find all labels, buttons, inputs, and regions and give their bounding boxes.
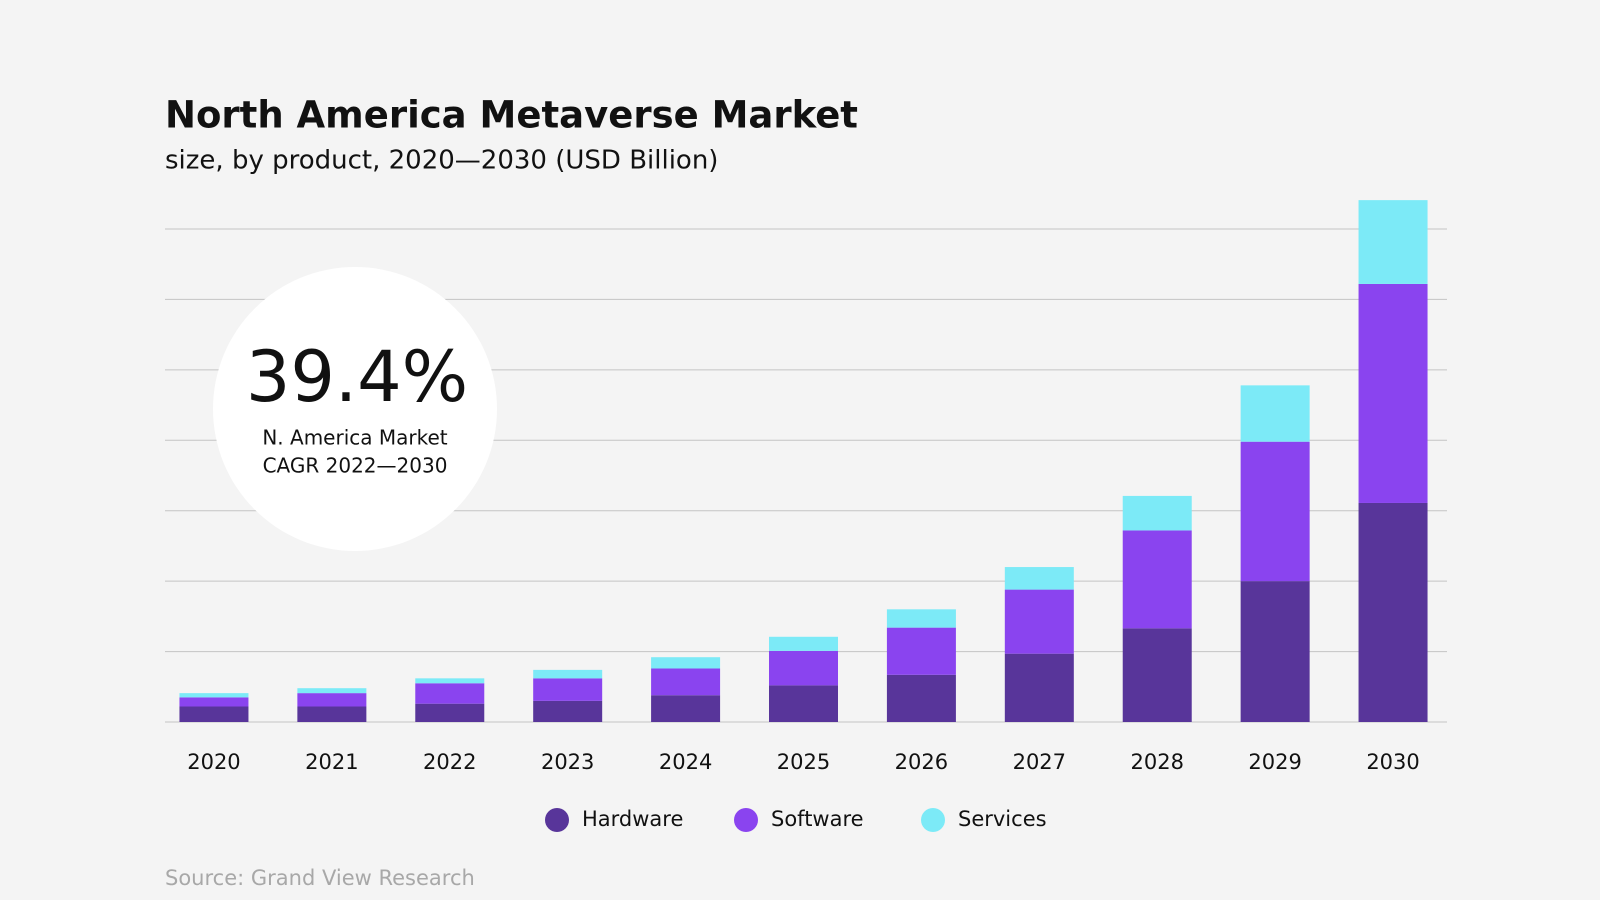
source: Source: Grand View Research (165, 866, 475, 890)
bar-segment (415, 703, 485, 722)
bar-segment (179, 693, 249, 698)
bar-segment (769, 636, 838, 651)
bar-segment (1240, 385, 1310, 442)
bar-segment (1358, 283, 1428, 503)
bar-segment (651, 695, 721, 722)
bar-segment (1240, 441, 1310, 582)
callout-line: CAGR 2022—2030 (263, 454, 448, 478)
x-tick-label: 2026 (895, 750, 948, 774)
x-tick-label: 2024 (659, 750, 712, 774)
bars: 2020 2021 2022 2023 2024 2025 2026 2027 2028 2029… (179, 200, 1428, 774)
bar-segment (1122, 495, 1192, 531)
bar-segment (1358, 200, 1428, 284)
bar-segment (179, 706, 249, 722)
x-tick-label: 2022 (423, 750, 476, 774)
legend-swatch (921, 808, 945, 832)
chart-title: North America Metaverse Market (165, 94, 858, 137)
x-tick-label: 2027 (1013, 750, 1066, 774)
bar-segment (179, 697, 249, 707)
bar-segment (1004, 567, 1074, 590)
bar-segment (769, 685, 838, 722)
bar-segment (297, 688, 367, 694)
legend-label: Software (771, 807, 864, 831)
legend-swatch (734, 808, 758, 832)
x-tick-label: 2025 (777, 750, 830, 774)
chart-subtitle: size, by product, 2020—2030 (USD Billion… (165, 146, 718, 176)
bar-segment (1240, 581, 1310, 722)
bar-segment (1004, 589, 1074, 654)
bar-segment (533, 700, 603, 722)
x-tick-label: 2023 (541, 750, 594, 774)
bar-segment (886, 674, 956, 722)
callout-value: 39.4% (246, 336, 468, 418)
x-tick-label: 2020 (187, 750, 240, 774)
x-tick-label: 2028 (1131, 750, 1184, 774)
bar-segment (886, 609, 956, 628)
bar-segment (886, 627, 956, 675)
bar-segment (1122, 530, 1192, 629)
bar-segment (651, 668, 721, 696)
bar-segment (415, 678, 485, 684)
bar-segment (1122, 628, 1192, 722)
bar-segment (297, 706, 367, 722)
x-tick-label: 2021 (305, 750, 358, 774)
callout-circle (213, 267, 497, 551)
bar-segment (533, 669, 603, 679)
bar-segment (1358, 502, 1428, 722)
bar-segment (415, 683, 485, 704)
bar-segment (1004, 653, 1074, 722)
x-tick-label: 2029 (1248, 750, 1301, 774)
bar-segment (297, 693, 367, 707)
callout-line: N. America Market (262, 426, 447, 450)
legend-swatch (545, 808, 569, 832)
bar-segment (769, 650, 838, 686)
legend-label: Hardware (582, 807, 683, 831)
legend-label: Services (958, 807, 1047, 831)
x-tick-label: 2030 (1366, 750, 1419, 774)
bar-segment (533, 678, 603, 701)
legend: Hardware Software Services (545, 807, 1047, 832)
bar-segment (651, 657, 721, 669)
